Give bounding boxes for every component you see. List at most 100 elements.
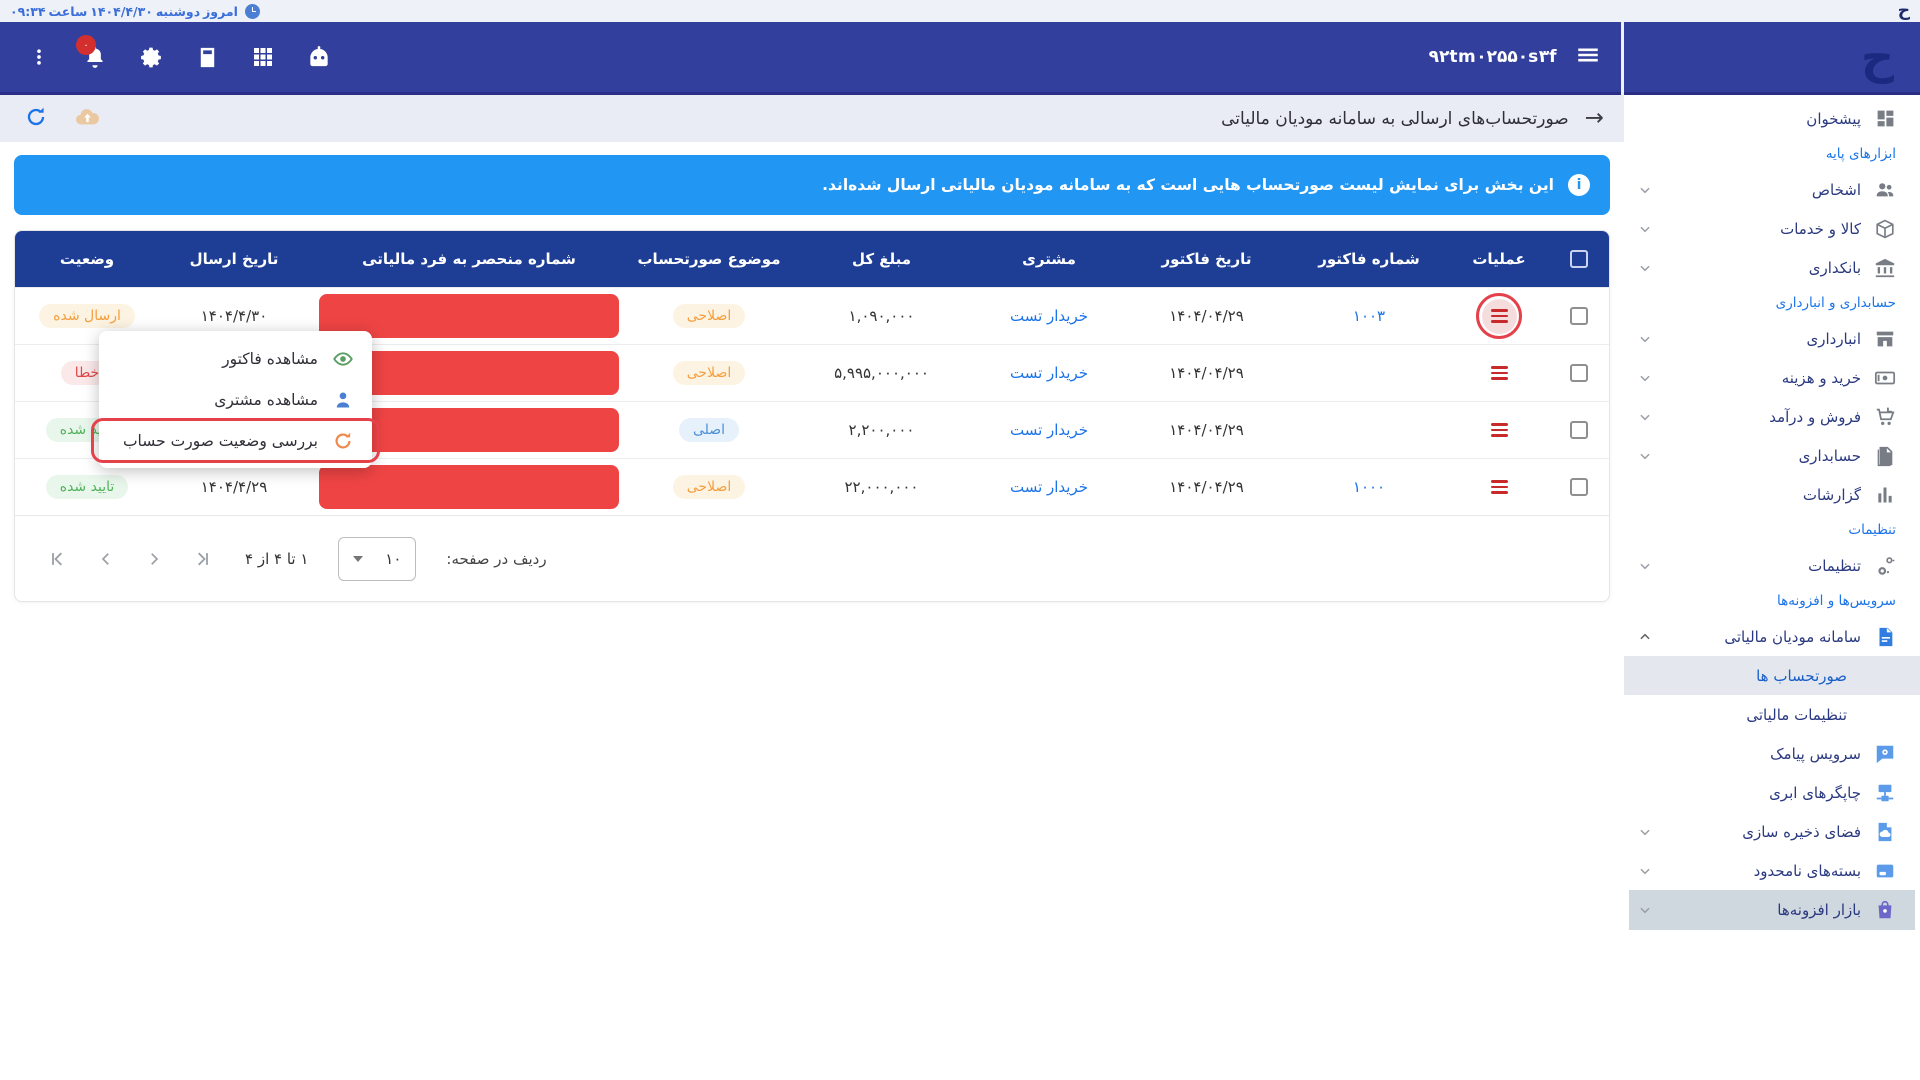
total-amount: ۱,۰۹۰,۰۰۰ bbox=[848, 307, 915, 325]
chevron-down-icon bbox=[1638, 559, 1652, 573]
info-banner-text: این بخش برای نمایش لیست صورتحساب هایی اس… bbox=[822, 176, 1554, 194]
actions-menu-icon[interactable] bbox=[1490, 423, 1508, 437]
chevron-up-icon bbox=[1638, 630, 1652, 644]
datetime-bar: امروز دوشنبه ۱۴۰۴/۴/۳۰ ساعت ۰۹:۳۴ bbox=[10, 3, 260, 19]
row-checkbox[interactable] bbox=[1570, 478, 1588, 496]
last-page-button[interactable] bbox=[189, 546, 215, 572]
row-actions-icon[interactable] bbox=[1481, 298, 1517, 334]
kebab-menu-icon[interactable] bbox=[26, 44, 52, 70]
total-amount: ۵,۹۹۵,۰۰۰,۰۰۰ bbox=[834, 364, 929, 382]
network-printer-icon bbox=[1874, 782, 1896, 804]
customer-link[interactable]: خریدار تست bbox=[1009, 421, 1089, 439]
sidebar-section-accounting-warehouse: حسابداری و انبارداری bbox=[1775, 295, 1896, 311]
pagination-range: ۱ تا ۴ از ۴ bbox=[245, 549, 309, 568]
chevron-down-icon bbox=[1638, 903, 1652, 917]
sidebar-item-sales-income[interactable]: فروش و درآمد bbox=[1624, 397, 1920, 436]
navbar-icons: ۰ bbox=[20, 35, 332, 70]
bank-icon bbox=[1874, 257, 1896, 279]
calculator-icon[interactable] bbox=[194, 44, 220, 70]
invoice-number-link[interactable]: ۱۰۰۰ bbox=[1352, 478, 1386, 496]
sidebar-item-dashboard[interactable]: پیشخوان bbox=[1624, 99, 1920, 138]
subject-badge: اصلاحی bbox=[672, 361, 746, 385]
sidebar-item-goods-services[interactable]: کالا و خدمات bbox=[1624, 209, 1920, 248]
page-title-bar: → صورتحساب‌های ارسالی به سامانه مودیان م… bbox=[0, 95, 1624, 142]
row-checkbox[interactable] bbox=[1570, 421, 1588, 439]
chevron-down-icon bbox=[1638, 222, 1652, 236]
brand-logo: ح bbox=[1860, 30, 1894, 84]
chevron-down-icon bbox=[1638, 825, 1652, 839]
col-operations: عملیات bbox=[1472, 250, 1526, 268]
row-checkbox[interactable] bbox=[1570, 364, 1588, 382]
assistant-robot-icon[interactable] bbox=[306, 44, 332, 70]
refresh-icon[interactable] bbox=[24, 105, 48, 133]
menu-item-check-invoice-status[interactable]: بررسی وضعیت صورت حساب bbox=[99, 420, 372, 461]
tax-uid-redacted bbox=[319, 294, 619, 338]
person-icon bbox=[332, 389, 354, 411]
info-banner: i این بخش برای نمایش لیست صورتحساب هایی … bbox=[14, 155, 1610, 215]
status-badge: تایید شده bbox=[45, 475, 129, 499]
first-page-button[interactable] bbox=[45, 546, 71, 572]
menu-item-view-customer[interactable]: مشاهده مشتری bbox=[99, 379, 372, 420]
navbar-main: ۹۲tm۰۲۵۵۰s۳f ۰ bbox=[0, 22, 1621, 95]
people-icon bbox=[1874, 179, 1896, 201]
actions-dropdown-menu: مشاهده فاکتور مشاهده مشتری بررسی وضعیت ص… bbox=[91, 331, 380, 468]
status-badge: ارسال شده bbox=[39, 304, 135, 328]
actions-menu-icon[interactable] bbox=[1490, 366, 1508, 380]
sidebar-item-invoices[interactable]: صورتحساب ها bbox=[1624, 656, 1920, 695]
sidebar-item-banking[interactable]: بانکداری bbox=[1624, 248, 1920, 287]
chevron-down-icon bbox=[1638, 332, 1652, 346]
sidebar: پیشخوان ابزارهای پایه اشخاص کالا و خدمات… bbox=[1624, 95, 1920, 1080]
gears-icon bbox=[1874, 555, 1896, 577]
chevron-down-icon bbox=[1638, 449, 1652, 463]
sidebar-item-cloud-printers[interactable]: چاپگرهای ابری bbox=[1624, 773, 1920, 812]
apps-grid-icon[interactable] bbox=[250, 44, 276, 70]
sidebar-item-addons-market[interactable]: بازار افزونه‌ها bbox=[1629, 890, 1915, 930]
invoice-number-link[interactable]: ۱۰۰۳ bbox=[1352, 307, 1386, 325]
sidebar-logo-block: ح bbox=[1624, 22, 1920, 95]
hour-label: ساعت bbox=[48, 3, 88, 19]
top-strip: ح امروز دوشنبه ۱۴۰۴/۴/۳۰ ساعت ۰۹:۳۴ bbox=[0, 0, 1920, 22]
store-icon bbox=[1874, 328, 1896, 350]
customer-link[interactable]: خریدار تست bbox=[1009, 478, 1089, 496]
settings-gear-icon[interactable] bbox=[138, 44, 164, 70]
sidebar-item-persons[interactable]: اشخاص bbox=[1624, 170, 1920, 209]
menu-item-view-invoice[interactable]: مشاهده فاکتور bbox=[99, 338, 372, 379]
select-all-checkbox[interactable] bbox=[1570, 250, 1588, 268]
sidebar-item-reports[interactable]: گزارشات bbox=[1624, 475, 1920, 514]
total-amount: ۲,۲۰۰,۰۰۰ bbox=[848, 421, 915, 439]
sidebar-item-unlimited-packages[interactable]: بسته‌های نامحدود bbox=[1624, 851, 1920, 890]
col-total: مبلغ کل bbox=[851, 250, 912, 268]
workspace-id[interactable]: ۹۲tm۰۲۵۵۰s۳f bbox=[1428, 47, 1557, 67]
chevron-down-icon bbox=[1638, 864, 1652, 878]
sidebar-item-sms-service[interactable]: سرویس پیامک bbox=[1624, 734, 1920, 773]
previous-page-button[interactable] bbox=[93, 546, 119, 572]
money-icon bbox=[1874, 367, 1896, 389]
page-size-select[interactable]: ۱۰ bbox=[338, 536, 417, 581]
actions-menu-icon[interactable] bbox=[1490, 309, 1508, 323]
sidebar-item-settings[interactable]: تنظیمات bbox=[1624, 546, 1920, 585]
invoices-table-card: عملیات شماره فاکتور تاریخ فاکتور مشتری م… bbox=[14, 230, 1610, 602]
customer-link[interactable]: خریدار تست bbox=[1009, 364, 1089, 382]
col-status: وضعیت bbox=[59, 250, 115, 268]
rows-per-page-label: ردیف در صفحه: bbox=[446, 549, 547, 568]
sidebar-item-accounting[interactable]: حسابداری bbox=[1624, 436, 1920, 475]
actions-menu-icon[interactable] bbox=[1490, 480, 1508, 494]
total-amount: ۲۲,۰۰۰,۰۰۰ bbox=[844, 478, 919, 496]
cloud-upload-icon[interactable] bbox=[74, 103, 101, 134]
sidebar-item-purchase-expense[interactable]: خرید و هزینه bbox=[1624, 358, 1920, 397]
row-checkbox[interactable] bbox=[1570, 307, 1588, 325]
invoice-date: ۱۴۰۴/۰۴/۲۹ bbox=[1169, 478, 1244, 496]
back-arrow-icon[interactable]: → bbox=[1584, 105, 1604, 131]
dashboard-icon bbox=[1874, 108, 1896, 130]
sidebar-item-warehousing[interactable]: انبارداری bbox=[1624, 319, 1920, 358]
sidebar-item-tax-moadian-system[interactable]: سامانه مودیان مالیاتی bbox=[1624, 617, 1920, 656]
menu-toggle-icon[interactable] bbox=[1575, 42, 1601, 72]
customer-link[interactable]: خریدار تست bbox=[1009, 307, 1089, 325]
notifications-bell-icon[interactable]: ۰ bbox=[76, 35, 108, 70]
sidebar-item-storage-space[interactable]: فضای ذخیره سازی bbox=[1624, 812, 1920, 851]
sidebar-item-tax-settings[interactable]: تنظیمات مالیاتی bbox=[1746, 705, 1847, 724]
table-header: عملیات شماره فاکتور تاریخ فاکتور مشتری م… bbox=[15, 231, 1609, 287]
next-page-button[interactable] bbox=[141, 546, 167, 572]
cart-icon bbox=[1874, 406, 1896, 428]
subject-badge: اصلاحی bbox=[672, 304, 746, 328]
